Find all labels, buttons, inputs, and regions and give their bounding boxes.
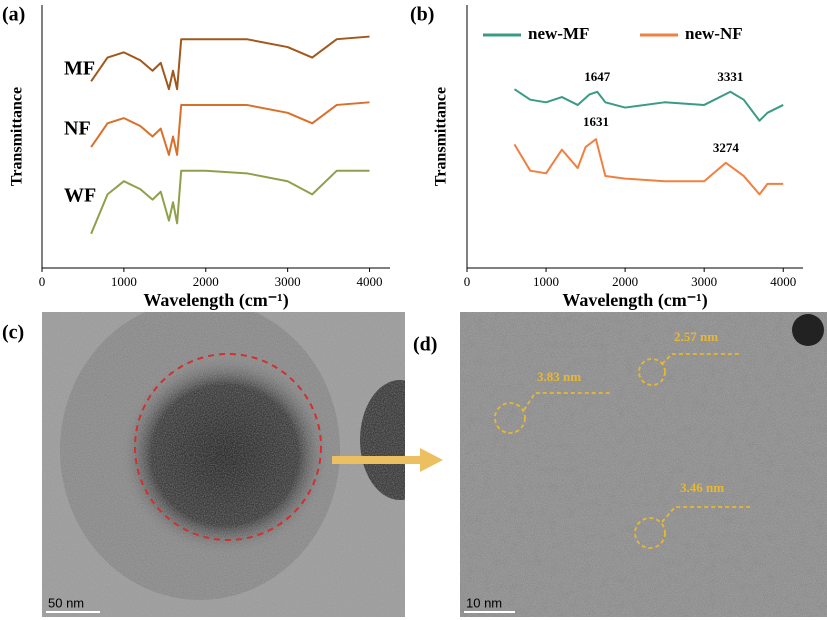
peak-label: 3331 — [717, 69, 743, 84]
size-label: 3.46 nm — [680, 480, 724, 495]
spectrum-line — [90, 35, 370, 91]
peak-label: 1647 — [584, 69, 611, 84]
x-axis-label: Wavelength (cm⁻¹) — [143, 290, 288, 311]
particle-markers — [494, 353, 750, 549]
panel-label: (b) — [410, 4, 434, 26]
x-tick-label: 4000 — [357, 274, 383, 289]
x-tick-label: 1000 — [111, 274, 137, 289]
spectrum-line — [90, 169, 370, 235]
panel-label: (c) — [2, 322, 24, 344]
x-tick-label: 0 — [464, 274, 471, 289]
x-tick-label: 3000 — [691, 274, 717, 289]
legend-label: new-MF — [528, 24, 589, 43]
x-tick-label: 1000 — [533, 274, 559, 289]
series-label: WF — [64, 185, 96, 207]
x-tick-label: 4000 — [770, 274, 796, 289]
peak-label: 3274 — [713, 140, 740, 155]
tem-image-c — [42, 312, 405, 617]
panel-label: (d) — [413, 334, 437, 356]
scale-bar-label: 10 nm — [466, 595, 502, 610]
panel-label: (a) — [2, 4, 25, 26]
x-tick-label: 2000 — [193, 274, 219, 289]
y-axis-label: Transmittance — [9, 87, 26, 186]
size-label: 3.83 nm — [537, 369, 581, 384]
y-axis-label: Transmittance — [433, 87, 450, 186]
series-label: NF — [64, 118, 91, 140]
spectrum-line — [90, 101, 370, 156]
tem-image-d — [460, 312, 827, 617]
size-label: 2.57 nm — [674, 329, 718, 344]
scale-bar-label: 50 nm — [48, 595, 84, 610]
peak-label: 1631 — [583, 114, 609, 129]
spectrum-line — [513, 138, 784, 196]
x-tick-label: 3000 — [275, 274, 301, 289]
highlight-circle — [134, 353, 322, 541]
x-tick-label: 2000 — [612, 274, 638, 289]
x-axis-label: Wavelength (cm⁻¹) — [562, 290, 707, 311]
series-label: MF — [64, 58, 95, 80]
spectrum-line — [513, 88, 784, 122]
x-tick-label: 0 — [39, 274, 46, 289]
arrow-head — [420, 448, 443, 472]
legend-label: new-NF — [685, 24, 743, 43]
